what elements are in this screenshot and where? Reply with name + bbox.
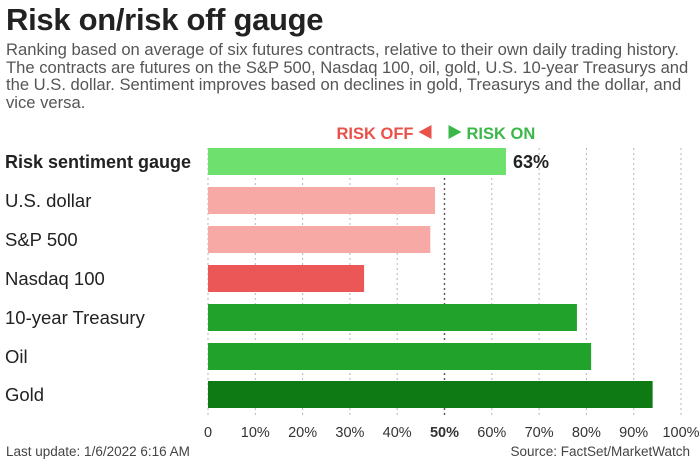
category-label: Oil [5,346,28,367]
x-tick-label: 80% [572,425,601,441]
bar [208,148,506,175]
category-label: S&P 500 [5,229,78,250]
x-tick-label: 20% [288,425,317,441]
bar [208,187,436,214]
category-label: Gold [5,384,44,405]
x-tick-label: 50% [430,425,459,441]
category-label: 10-year Treasury [5,307,146,328]
x-tick-label: 10% [241,425,270,441]
bar [208,343,592,370]
bar [208,226,431,253]
last-update-label: Last update: 1/6/2022 6:16 AM [6,444,190,459]
left-arrow-icon [418,125,432,139]
x-tick-label: 60% [477,425,506,441]
bar [208,304,577,331]
category-label: U.S. dollar [5,190,91,211]
chart-title: Risk on/risk off gauge [6,2,324,37]
x-tick-label: 40% [383,425,412,441]
x-tick-label: 90% [619,425,648,441]
x-tick-label: 0 [204,425,212,441]
bar [208,265,365,292]
risk-off-label: RISK OFF [337,125,414,143]
x-tick-label: 100% [662,425,699,441]
source-label: Source: FactSet/MarketWatch [510,444,690,459]
data-label: 63% [513,152,549,172]
chart-subtitle: Ranking based on average of six futures … [6,40,689,112]
x-tick-label: 30% [335,425,364,441]
x-tick-label: 70% [525,425,554,441]
right-arrow-icon [448,125,462,139]
category-label: Nasdaq 100 [5,268,105,289]
category-label: Risk sentiment gauge [5,152,191,172]
bar [208,381,653,408]
risk-on-label: RISK ON [467,125,536,143]
